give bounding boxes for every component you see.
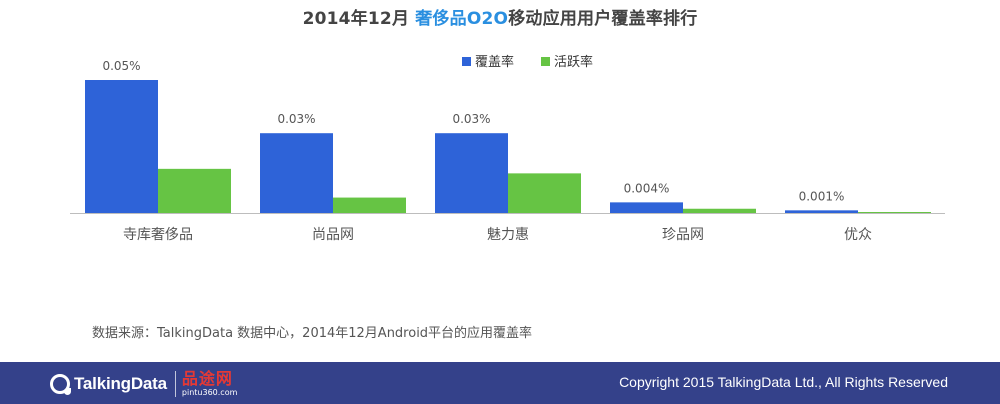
bar-coverage (435, 133, 508, 213)
data-label: 0.05% (102, 59, 140, 73)
bar-active (158, 168, 231, 213)
data-label: 0.03% (277, 112, 315, 126)
x-tick-label: 寺库奢侈品 (123, 227, 193, 243)
footer-bar: TalkingData 品途网 pintu360.com Copyright 2… (0, 362, 1000, 404)
logo-divider (174, 371, 176, 397)
data-label: 0.03% (452, 112, 490, 126)
chart-title: 2014年12月 奢侈品O2O移动应用用户覆盖率排行 (0, 4, 1000, 29)
copyright-text: Copyright 2015 TalkingData Ltd., All Rig… (619, 374, 948, 390)
title-prefix: 2014年12月 (302, 9, 410, 29)
bar-active (683, 208, 756, 213)
data-source-note: 数据来源：TalkingData 数据中心，2014年12月Android平台的… (92, 326, 533, 341)
legend-swatch-2 (541, 57, 550, 66)
bar-coverage (85, 80, 158, 213)
footer-logos: TalkingData 品途网 pintu360.com (50, 371, 237, 397)
data-label: 0.004% (624, 181, 670, 195)
x-tick-label: 优众 (844, 227, 872, 243)
pintu360-logo: 品途网 pintu360.com (182, 371, 237, 397)
pintu360-logo-name: 品途网 (181, 369, 233, 388)
x-tick-label: 尚品网 (312, 227, 354, 243)
bar-active (508, 173, 581, 213)
bar-active (858, 212, 931, 213)
talkingdata-logo-icon (50, 374, 71, 395)
talkingdata-logo-text: TalkingData (74, 374, 167, 393)
legend-label-2: 活跃率 (554, 54, 593, 70)
x-tick-label: 魅力惠 (487, 227, 529, 243)
bar-active (333, 197, 406, 213)
data-label: 0.001% (799, 189, 845, 203)
bar-coverage (610, 202, 683, 213)
title-suffix: 移动应用用户覆盖率排行 (508, 9, 698, 29)
title-highlight: 奢侈品O2O (415, 9, 509, 29)
legend-label-1: 覆盖率 (475, 54, 514, 70)
bar-coverage (260, 133, 333, 213)
pintu360-logo-url: pintu360.com (181, 388, 238, 397)
x-tick-label: 珍品网 (662, 227, 704, 243)
legend-swatch-1 (462, 57, 471, 66)
bar-chart: 覆盖率 活跃率 0.05% 寺库奢侈品 0.03% 尚品网 0.03% 魅力惠 0.004% 珍品… (70, 54, 945, 243)
bar-coverage (785, 210, 858, 213)
